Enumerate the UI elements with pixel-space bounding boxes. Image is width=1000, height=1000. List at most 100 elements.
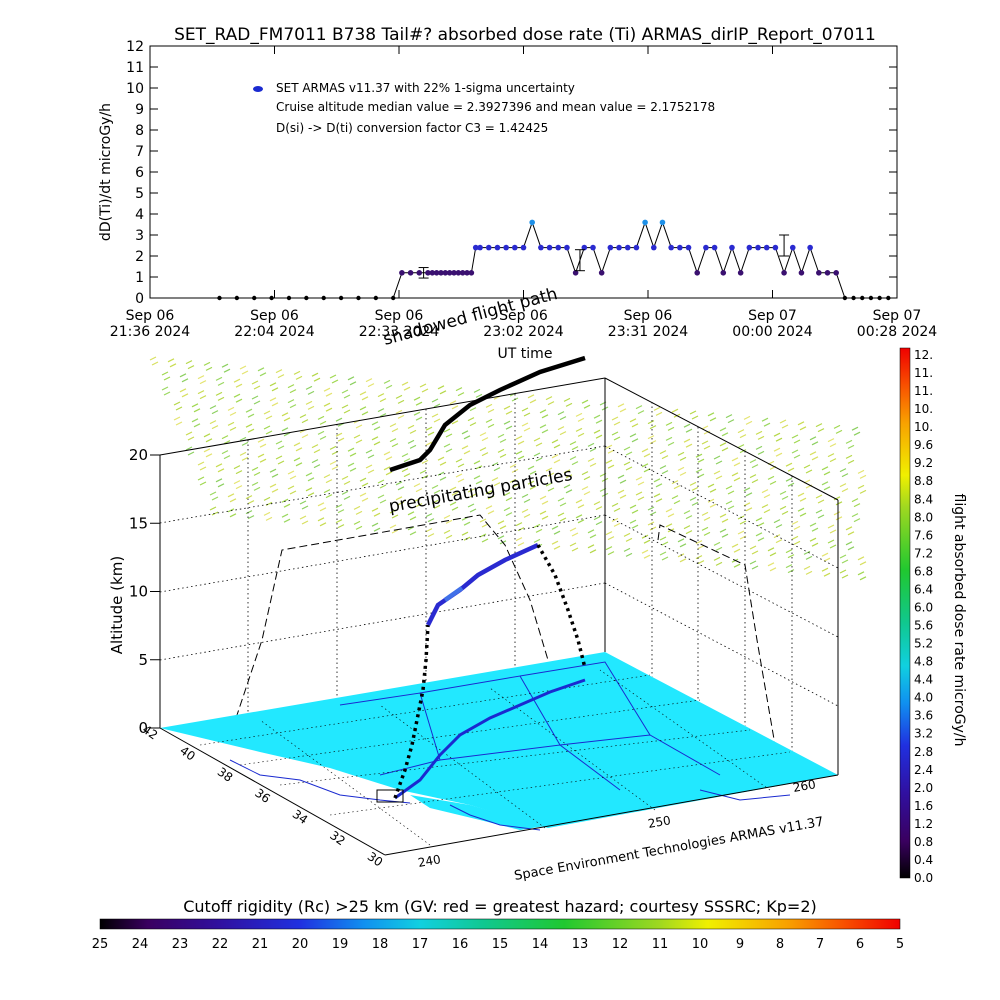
particle-mark xyxy=(319,420,327,425)
particle-mark xyxy=(209,506,217,511)
particle-mark xyxy=(205,453,213,458)
particle-mark xyxy=(659,450,667,455)
particle-mark xyxy=(829,458,837,463)
particle-mark xyxy=(221,363,229,368)
particle-mark xyxy=(247,413,255,418)
particle-mark xyxy=(421,474,429,479)
particle-mark xyxy=(485,490,493,495)
particle-mark xyxy=(335,432,343,437)
particle-mark xyxy=(581,471,589,476)
particle-mark xyxy=(313,377,321,382)
floor-map xyxy=(159,652,839,856)
y-tick-label: 0 xyxy=(135,291,144,307)
particle-mark xyxy=(853,518,861,523)
data-point xyxy=(685,244,692,251)
data-point xyxy=(789,244,796,251)
particle-mark xyxy=(535,528,543,533)
particle-mark xyxy=(509,463,517,468)
particle-mark xyxy=(703,516,711,521)
dose-colorbar-ticks: 0.0 0.4 0.8 1.2 1.6 2.0 2.4 2.8 3.2 3.6 4.0 4.4 4.8 5… xyxy=(914,348,933,885)
particle-mark xyxy=(773,519,781,524)
particle-mark xyxy=(845,439,853,444)
particle-mark xyxy=(815,494,823,499)
particle-mark xyxy=(595,419,603,424)
x-tick-label: Sep 06 xyxy=(250,308,299,324)
particle-mark xyxy=(649,440,657,445)
particle-mark xyxy=(733,563,741,568)
particle-mark xyxy=(823,486,831,491)
particle-mark xyxy=(785,564,793,569)
particle-mark xyxy=(463,521,471,526)
particle-mark xyxy=(679,543,687,548)
particle-mark xyxy=(551,454,559,459)
particle-mark xyxy=(539,510,547,515)
particle-mark xyxy=(349,381,357,386)
particle-mark xyxy=(197,375,205,380)
particle-mark xyxy=(797,492,805,497)
particle-mark xyxy=(655,411,663,416)
particle-mark xyxy=(293,442,301,447)
particle-mark xyxy=(857,484,865,489)
particle-mark xyxy=(259,458,267,463)
data-point xyxy=(763,244,770,251)
particle-mark xyxy=(671,480,679,485)
particle-mark xyxy=(305,385,313,390)
particle-mark xyxy=(523,513,531,518)
cutoff-tick-label: 21 xyxy=(252,937,269,952)
data-point xyxy=(781,270,787,276)
particle-mark xyxy=(461,531,469,536)
particle-mark xyxy=(857,556,865,561)
particle-mark xyxy=(845,526,853,531)
particle-mark xyxy=(575,427,583,432)
particle-mark xyxy=(335,519,343,524)
data-point xyxy=(234,295,240,301)
flight-cruise-mid xyxy=(443,586,464,602)
altitude-tick-label: 5 xyxy=(138,651,148,669)
flight-descent xyxy=(536,544,587,669)
particle-mark xyxy=(811,527,819,532)
particle-mark xyxy=(337,437,345,442)
particle-mark xyxy=(685,515,693,520)
particle-mark xyxy=(277,445,285,450)
particle-mark xyxy=(521,407,529,412)
particle-mark xyxy=(565,402,573,407)
particle-mark xyxy=(443,443,451,448)
particle-mark xyxy=(179,373,187,378)
particle-mark xyxy=(715,475,723,480)
floor-edge xyxy=(384,774,839,856)
particle-mark xyxy=(397,501,405,506)
data-point xyxy=(677,244,683,251)
grid-line xyxy=(329,751,791,816)
particle-mark xyxy=(365,464,373,469)
particle-mark xyxy=(325,392,333,397)
particle-mark xyxy=(541,429,549,434)
particle-mark xyxy=(499,525,507,530)
particle-mark xyxy=(521,493,529,498)
colorbar-tick-label: 6.0 xyxy=(914,600,933,614)
particle-mark xyxy=(401,453,409,458)
particle-mark xyxy=(431,484,439,489)
particle-mark xyxy=(361,396,369,401)
x-tick-label: 22:04 2024 xyxy=(234,324,315,340)
particle-mark xyxy=(581,486,589,491)
particle-mark xyxy=(307,477,315,482)
particle-mark xyxy=(217,468,225,473)
data-point xyxy=(694,270,701,276)
particle-mark xyxy=(769,480,777,485)
particle-mark xyxy=(457,392,465,397)
particle-mark xyxy=(785,477,793,482)
particle-mark xyxy=(235,383,243,388)
particle-mark xyxy=(821,481,829,486)
particle-mark xyxy=(373,512,381,517)
particle-mark xyxy=(355,424,363,429)
particle-mark xyxy=(449,400,457,405)
particle-mark xyxy=(737,429,745,434)
particle-mark xyxy=(799,512,807,517)
particle-mark xyxy=(193,408,201,413)
particle-mark xyxy=(503,507,511,512)
particle-mark xyxy=(761,504,769,509)
particle-mark xyxy=(493,482,501,487)
particle-mark xyxy=(835,429,843,434)
particle-mark xyxy=(329,374,337,379)
particle-mark xyxy=(569,527,577,532)
